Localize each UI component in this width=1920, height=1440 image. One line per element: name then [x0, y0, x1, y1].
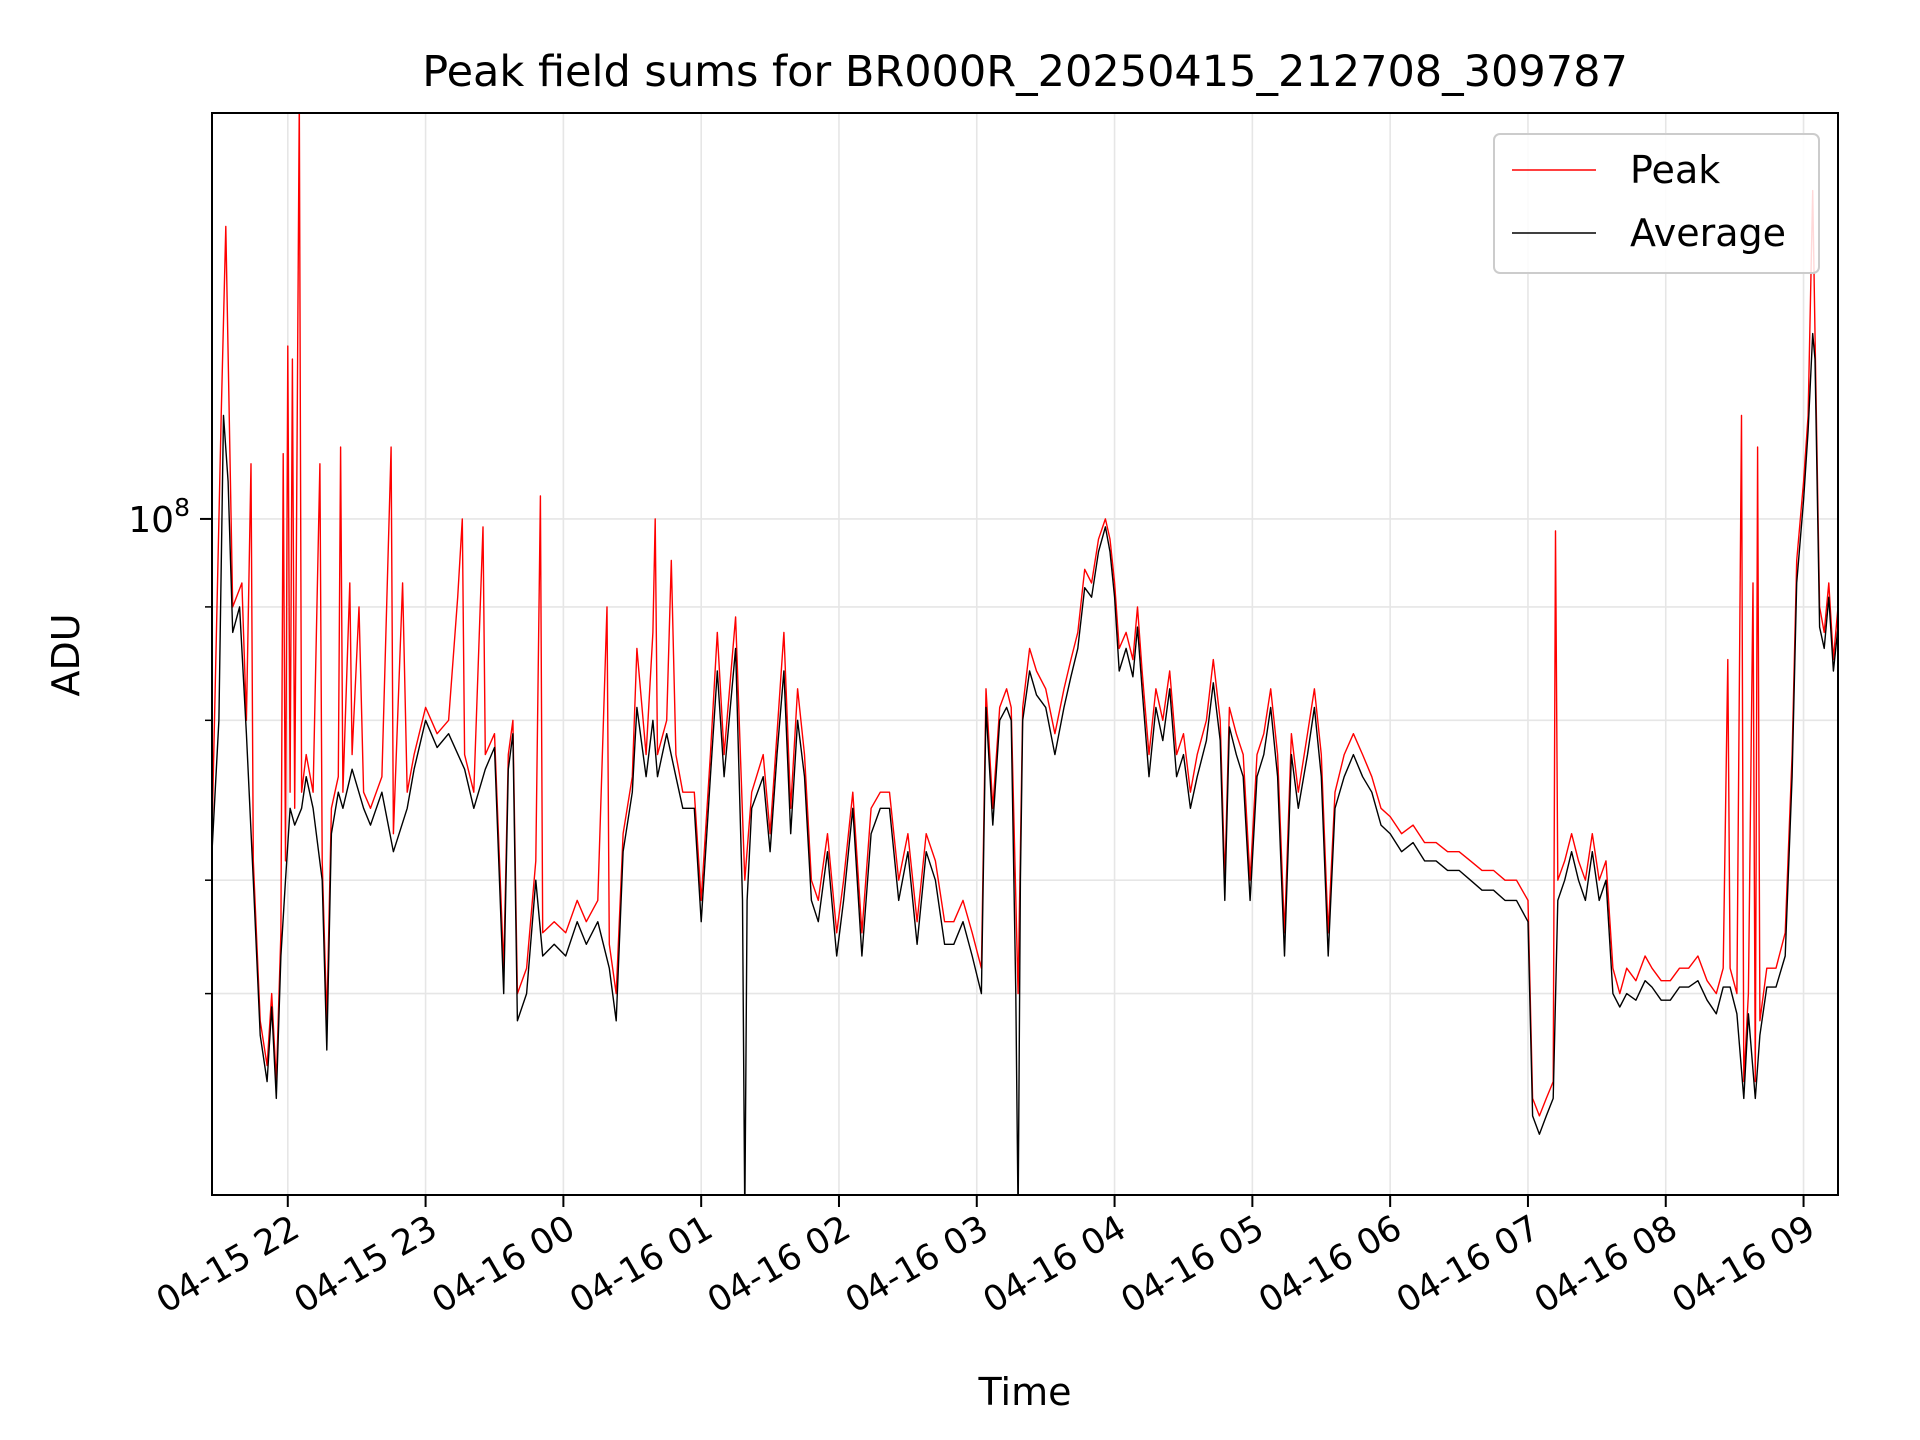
grid: [212, 113, 1838, 1195]
plot-frame: [211, 112, 1839, 1196]
legend-box: [1493, 133, 1820, 274]
y-axis-label: ADU: [44, 613, 88, 696]
y-tick-label-base: 10: [128, 500, 174, 541]
y-tick-label-exponent: 8: [174, 493, 190, 522]
series-line-average: [212, 332, 1838, 1195]
legend-label-average: Average: [1630, 211, 1786, 255]
y-tick-label: 108: [128, 493, 190, 541]
series-line-peak: [212, 113, 1838, 1117]
chart-title: Peak field sums for BR000R_20250415_2127…: [422, 47, 1628, 97]
series-group: [212, 113, 1838, 1195]
legend: Peak Average: [1493, 133, 1820, 274]
x-axis-label: Time: [978, 1370, 1072, 1414]
legend-label-peak: Peak: [1630, 148, 1720, 192]
